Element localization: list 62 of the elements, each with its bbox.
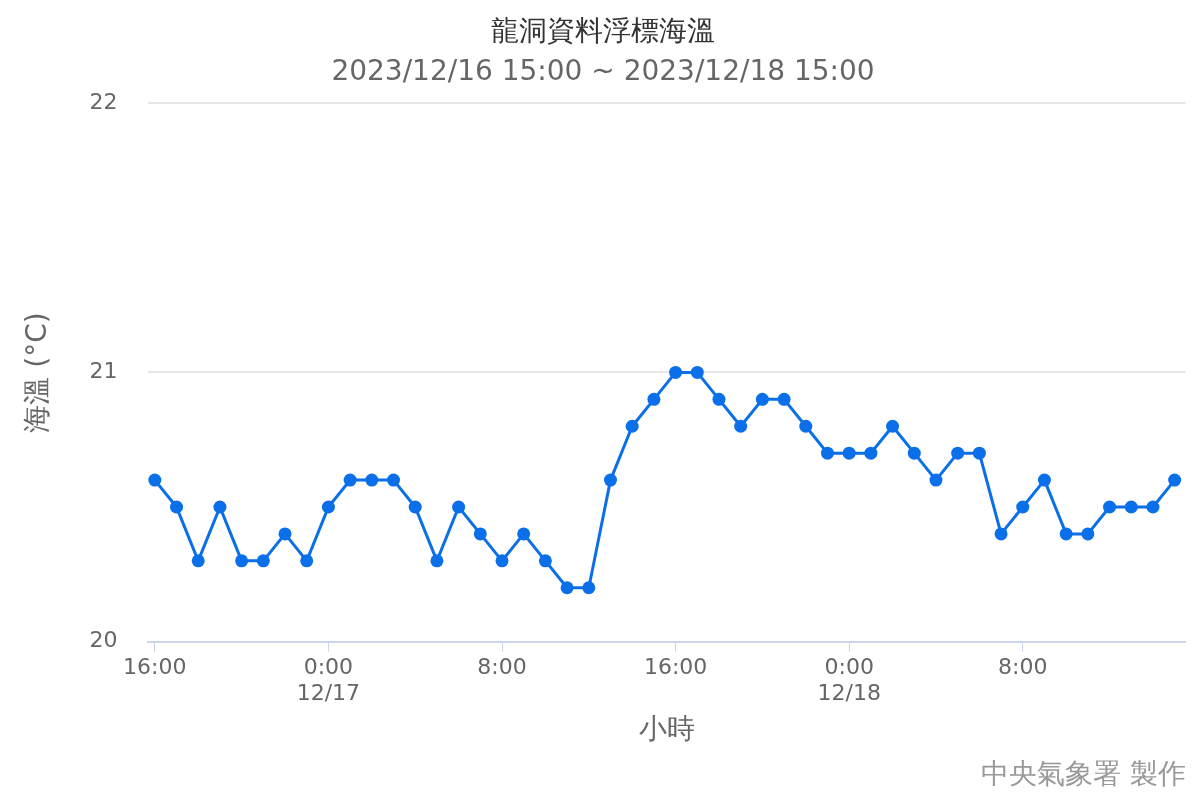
x-tick-label: 16:00 [123,653,187,679]
point [473,527,487,541]
point [951,446,965,460]
point [777,392,791,406]
y-tick-label: 21 [89,358,118,384]
point [1081,527,1095,541]
point [1059,527,1073,541]
point [864,446,878,460]
y-axis-title: 海溫 (°C) [20,312,54,433]
point [191,554,205,568]
x-tick-label: 0:00 12/18 [817,653,881,705]
point [256,554,270,568]
point [1168,473,1182,487]
point [886,419,900,433]
point [625,419,639,433]
point [820,446,834,460]
point [495,554,509,568]
chart-subtitle: 2023/12/16 15:00 ~ 2023/12/18 15:00 [331,53,875,87]
point [517,527,531,541]
x-tick-label: 8:00 [998,653,1048,679]
point [300,554,314,568]
point [387,473,401,487]
point [755,392,769,406]
point [1103,500,1117,514]
point [799,419,813,433]
x-tick-label: 0:00 12/17 [296,653,361,705]
point [365,473,379,487]
point [582,581,596,595]
y-tick-label: 22 [89,88,118,114]
point [1146,500,1160,514]
y-tick-label: 20 [89,627,118,653]
point [452,500,466,514]
point [235,554,249,568]
point [430,554,444,568]
text: 中央氣象署 製作 [981,757,1186,791]
chart-title: 龍洞資料浮標海溫 [491,14,715,48]
x-axis-title: 小時 [638,712,695,746]
point [842,446,856,460]
point [408,500,422,514]
point [994,527,1008,541]
point [148,473,162,487]
point [929,473,943,487]
point [712,392,726,406]
point [1037,473,1051,487]
point [343,473,357,487]
point [538,554,552,568]
point [278,527,292,541]
point [560,581,574,595]
point [972,446,986,460]
point [170,500,184,514]
point [647,392,661,406]
point [669,365,683,379]
point [734,419,748,433]
point [1124,500,1138,514]
point [907,446,921,460]
x-tick-label: 8:00 [477,653,527,679]
point [321,500,335,514]
point [603,473,617,487]
point [1016,500,1030,514]
point [213,500,227,514]
point [690,365,704,379]
x-tick-label: 16:00 [643,653,708,679]
